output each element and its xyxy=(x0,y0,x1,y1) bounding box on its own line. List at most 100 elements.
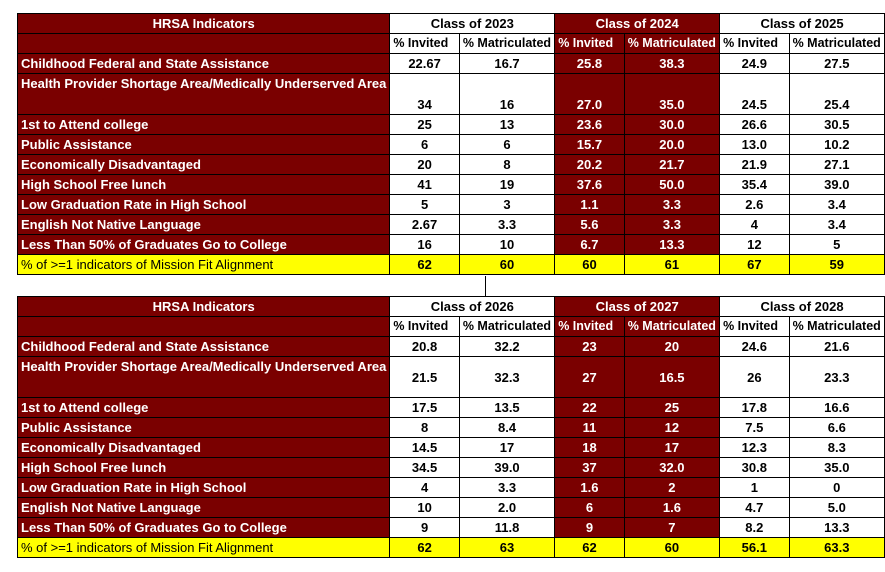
value-cell: 21.7 xyxy=(623,154,721,175)
value-cell: 13.3 xyxy=(623,234,721,255)
subheader-invited: % Invited xyxy=(554,316,625,337)
value-cell: 6 xyxy=(458,134,556,155)
value-cell: 2.67 xyxy=(389,214,460,235)
indicator-label: Health Provider Shortage Area/Medically … xyxy=(16,356,391,398)
class-header: Class of 2027 xyxy=(554,296,721,317)
value-cell: 1.1 xyxy=(554,194,625,215)
table-row: 1st to Attend college 25 13 23.6 30.0 26.6 30.… xyxy=(16,114,885,135)
table-row: Less Than 50% of Graduates Go to College… xyxy=(16,517,885,538)
value-cell: 3 xyxy=(458,194,556,215)
value-cell: 13.3 xyxy=(788,517,885,538)
summary-row: % of >=1 indicators of Mission Fit Align… xyxy=(16,254,885,275)
table-body: Childhood Federal and State Assistance 20… xyxy=(16,336,885,558)
value-cell: 23.6 xyxy=(554,114,625,135)
value-cell: 7 xyxy=(623,517,721,538)
indicator-label: 1st to Attend college xyxy=(16,114,391,135)
value-cell: 20.8 xyxy=(389,336,460,357)
summary-value: 61 xyxy=(623,254,721,275)
class-header: Class of 2024 xyxy=(554,13,721,34)
indicator-label: Public Assistance xyxy=(16,417,391,438)
value-cell: 3.4 xyxy=(788,194,885,215)
summary-value: 62 xyxy=(389,254,460,275)
summary-value: 62 xyxy=(389,537,460,558)
subheader-matriculated: % Matriculated xyxy=(623,316,721,337)
value-cell: 26.6 xyxy=(719,114,790,135)
value-cell: 39.0 xyxy=(458,457,556,478)
value-cell: 15.7 xyxy=(554,134,625,155)
value-cell: 12 xyxy=(623,417,721,438)
subheader-invited: % Invited xyxy=(554,33,625,54)
subheader-matriculated: % Matriculated xyxy=(458,33,556,54)
value-cell: 32.3 xyxy=(458,356,556,398)
value-cell: 7.5 xyxy=(719,417,790,438)
table-row: Childhood Federal and State Assistance 20… xyxy=(16,336,885,357)
indicator-label: English Not Native Language xyxy=(16,497,391,518)
indicator-label: Less Than 50% of Graduates Go to College xyxy=(16,517,391,538)
divider xyxy=(485,276,486,296)
value-cell: 27.5 xyxy=(788,53,885,74)
indicator-label: Economically Disadvantaged xyxy=(16,154,391,175)
class-header: Class of 2023 xyxy=(389,13,556,34)
value-cell: 27.0 xyxy=(554,73,625,115)
table-row: Economically Disadvantaged 20 8 20.2 21.7 21.… xyxy=(16,154,885,175)
subheader-spacer xyxy=(16,316,391,337)
value-cell: 20.2 xyxy=(554,154,625,175)
value-cell: 25 xyxy=(623,397,721,418)
value-cell: 21.9 xyxy=(719,154,790,175)
value-cell: 5.6 xyxy=(554,214,625,235)
value-cell: 6 xyxy=(554,497,625,518)
summary-label: % of >=1 indicators of Mission Fit Align… xyxy=(16,254,391,275)
summary-value: 62 xyxy=(554,537,625,558)
indicator-label: Childhood Federal and State Assistance xyxy=(16,53,391,74)
value-cell: 3.3 xyxy=(623,214,721,235)
subheader-invited: % Invited xyxy=(389,316,460,337)
value-cell: 25.8 xyxy=(554,53,625,74)
value-cell: 1 xyxy=(719,477,790,498)
table-row: Health Provider Shortage Area/Medically … xyxy=(16,73,885,115)
value-cell: 37 xyxy=(554,457,625,478)
value-cell: 16.6 xyxy=(788,397,885,418)
value-cell: 14.5 xyxy=(389,437,460,458)
value-cell: 18 xyxy=(554,437,625,458)
class-header: Class of 2026 xyxy=(389,296,556,317)
value-cell: 3.3 xyxy=(458,477,556,498)
value-cell: 8 xyxy=(389,417,460,438)
table-row: Public Assistance 6 6 15.7 20.0 13.0 10.2 xyxy=(16,134,885,155)
summary-value: 60 xyxy=(458,254,556,275)
value-cell: 6 xyxy=(389,134,460,155)
hrsa-table-1: HRSA Indicators Class of 2023 Class of 2… xyxy=(16,13,885,275)
table-row: Health Provider Shortage Area/Medically … xyxy=(16,356,885,398)
value-cell: 21.6 xyxy=(788,336,885,357)
value-cell: 0 xyxy=(788,477,885,498)
value-cell: 2 xyxy=(623,477,721,498)
value-cell: 16.7 xyxy=(458,53,556,74)
summary-value: 63.3 xyxy=(788,537,885,558)
value-cell: 17.8 xyxy=(719,397,790,418)
value-cell: 21.5 xyxy=(389,356,460,398)
hrsa-table-2: HRSA Indicators Class of 2026 Class of 2… xyxy=(16,296,885,558)
value-cell: 17 xyxy=(458,437,556,458)
value-cell: 12.3 xyxy=(719,437,790,458)
class-header: Class of 2028 xyxy=(719,296,885,317)
value-cell: 34 xyxy=(389,73,460,115)
summary-label: % of >=1 indicators of Mission Fit Align… xyxy=(16,537,391,558)
value-cell: 23 xyxy=(554,336,625,357)
value-cell: 24.6 xyxy=(719,336,790,357)
value-cell: 26 xyxy=(719,356,790,398)
value-cell: 32.0 xyxy=(623,457,721,478)
table-row: Low Graduation Rate in High School 4 3.3 1.… xyxy=(16,477,885,498)
table-row: Less Than 50% of Graduates Go to College… xyxy=(16,234,885,255)
value-cell: 19 xyxy=(458,174,556,195)
value-cell: 23.3 xyxy=(788,356,885,398)
subheader-invited: % Invited xyxy=(389,33,460,54)
value-cell: 13.5 xyxy=(458,397,556,418)
table-header: HRSA Indicators xyxy=(16,13,391,34)
indicator-label: 1st to Attend college xyxy=(16,397,391,418)
value-cell: 25 xyxy=(389,114,460,135)
value-cell: 5.0 xyxy=(788,497,885,518)
table-row: High School Free lunch 41 19 37.6 50.0 35.4 39… xyxy=(16,174,885,195)
subheader-invited: % Invited xyxy=(719,316,790,337)
indicator-label: Low Graduation Rate in High School xyxy=(16,477,391,498)
value-cell: 30.8 xyxy=(719,457,790,478)
value-cell: 9 xyxy=(554,517,625,538)
